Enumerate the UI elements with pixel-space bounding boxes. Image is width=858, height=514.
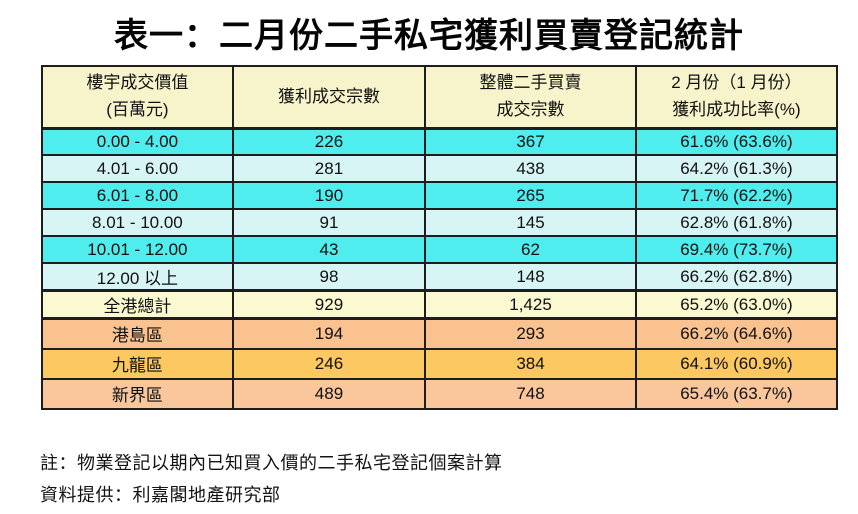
header-line: 2 月份（1 月份） — [671, 73, 802, 93]
header-success-rate: 2 月份（1 月份） 獲利成功比率(%) — [634, 65, 839, 129]
table-row: 4.01 - 6.00 281 438 64.2% (61.3%) — [41, 154, 839, 183]
header-profit-count: 獲利成交宗數 — [231, 65, 427, 129]
header-row: 樓宇成交價值 (百萬元) 獲利成交宗數 整體二手買賣 成交宗數 2 月份（1 月… — [41, 65, 839, 129]
overall-count-cell: 62 — [424, 235, 637, 264]
overall-count-cell: 438 — [424, 154, 637, 183]
table-row: 8.01 - 10.00 91 145 62.8% (61.8%) — [41, 208, 839, 237]
header-line: (百萬元) — [106, 99, 169, 119]
success-rate-cell: 61.6% (63.6%) — [634, 126, 839, 156]
price-range-cell: 10.01 - 12.00 — [41, 235, 234, 264]
overall-count-cell: 748 — [424, 377, 637, 410]
total-label-cell: 全港總計 — [41, 289, 234, 320]
overall-count-cell: 148 — [424, 262, 637, 292]
profit-count-cell: 246 — [231, 347, 427, 380]
success-rate-cell: 62.8% (61.8%) — [634, 208, 839, 237]
table-row: 6.01 - 8.00 190 265 71.7% (62.2%) — [41, 181, 839, 210]
price-range-cell: 0.00 - 4.00 — [41, 126, 234, 156]
success-rate-cell: 69.4% (73.7%) — [634, 235, 839, 264]
footnotes: 註：物業登記以期內已知買入價的二手私宅登記個案計算 資料提供：利嘉閣地產研究部 — [40, 448, 503, 511]
profit-count-cell: 929 — [231, 289, 427, 320]
success-rate-cell: 66.2% (62.8%) — [634, 262, 839, 292]
profit-count-cell: 226 — [231, 126, 427, 156]
total-row: 全港總計 929 1,425 65.2% (63.0%) — [41, 289, 839, 320]
header-overall-count: 整體二手買賣 成交宗數 — [424, 65, 637, 129]
region-row-kowloon: 九龍區 246 384 64.1% (60.9%) — [41, 347, 839, 380]
region-label-cell: 港島區 — [41, 317, 234, 350]
header-price-range: 樓宇成交價值 (百萬元) — [41, 65, 234, 129]
table-row: 12.00 以上 98 148 66.2% (62.8%) — [41, 262, 839, 292]
header-line: 獲利成交宗數 — [277, 86, 380, 106]
overall-count-cell: 367 — [424, 126, 637, 156]
region-label-cell: 新界區 — [41, 377, 234, 410]
success-rate-cell: 64.1% (60.9%) — [634, 347, 839, 380]
profit-count-cell: 91 — [231, 208, 427, 237]
region-row-new-territories: 新界區 489 748 65.4% (63.7%) — [41, 377, 839, 410]
price-range-cell: 4.01 - 6.00 — [41, 154, 234, 183]
header-line: 整體二手買賣 — [479, 73, 582, 93]
price-range-cell: 8.01 - 10.00 — [41, 208, 234, 237]
header-line: 成交宗數 — [496, 99, 565, 119]
profit-stats-table: 樓宇成交價值 (百萬元) 獲利成交宗數 整體二手買賣 成交宗數 2 月份（1 月… — [41, 65, 839, 410]
profit-count-cell: 43 — [231, 235, 427, 264]
profit-count-cell: 281 — [231, 154, 427, 183]
overall-count-cell: 384 — [424, 347, 637, 380]
success-rate-cell: 65.4% (63.7%) — [634, 377, 839, 410]
success-rate-cell: 66.2% (64.6%) — [634, 317, 839, 350]
profit-count-cell: 489 — [231, 377, 427, 410]
overall-count-cell: 145 — [424, 208, 637, 237]
success-rate-cell: 65.2% (63.0%) — [634, 289, 839, 320]
price-range-cell: 6.01 - 8.00 — [41, 181, 234, 210]
page-title: 表一：二月份二手私宅獲利買賣登記統計 — [114, 17, 744, 55]
header-line: 獲利成功比率(%) — [672, 99, 801, 119]
profit-count-cell: 98 — [231, 262, 427, 292]
footnote-data-source: 資料提供：利嘉閣地產研究部 — [40, 484, 281, 505]
table-row: 0.00 - 4.00 226 367 61.6% (63.6%) — [41, 126, 839, 156]
footnote-calculation-note: 註：物業登記以期內已知買入價的二手私宅登記個案計算 — [40, 453, 503, 473]
profit-count-cell: 194 — [231, 317, 427, 350]
overall-count-cell: 1,425 — [424, 289, 637, 320]
success-rate-cell: 71.7% (62.2%) — [634, 181, 839, 210]
region-row-hong-kong-island: 港島區 194 293 66.2% (64.6%) — [41, 317, 839, 350]
price-range-cell: 12.00 以上 — [41, 262, 234, 292]
profit-count-cell: 190 — [231, 181, 427, 210]
overall-count-cell: 265 — [424, 181, 637, 210]
success-rate-cell: 64.2% (61.3%) — [634, 154, 839, 183]
header-line: 樓宇成交價值 — [86, 73, 189, 93]
table-row: 10.01 - 12.00 43 62 69.4% (73.7%) — [41, 235, 839, 264]
overall-count-cell: 293 — [424, 317, 637, 350]
region-label-cell: 九龍區 — [41, 347, 234, 380]
